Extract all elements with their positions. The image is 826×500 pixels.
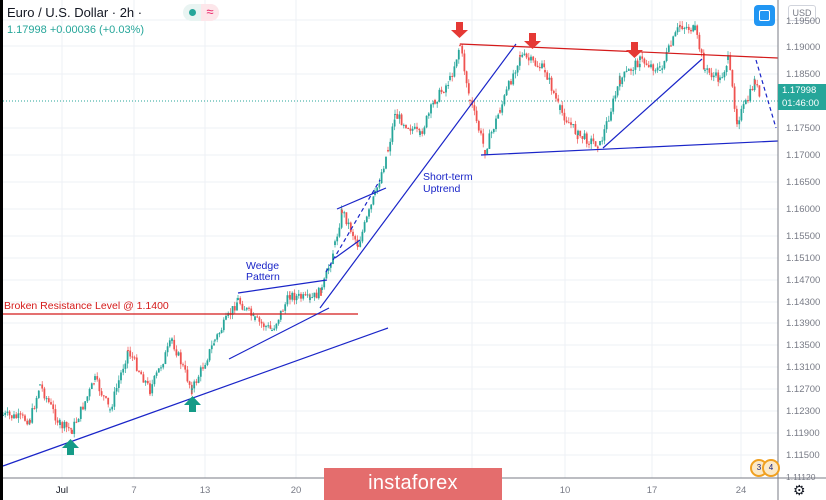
price-label: 1.17000 (786, 150, 821, 161)
price-label: 1.12700 (786, 384, 821, 395)
uptrend-annotation-line2: Uptrend (423, 183, 461, 195)
time-label: 20 (290, 485, 302, 496)
wedge-annotation-line1: Wedge (246, 260, 280, 272)
sell-arrow-icon (451, 22, 468, 38)
time-label: 10 (559, 485, 571, 496)
bar-countdown-tag: 01:46:00 (778, 97, 826, 110)
buy-arrow-icon (62, 439, 79, 455)
candles (2, 21, 761, 438)
time-label: 24 (735, 485, 747, 496)
short-term-uptrend-line (319, 43, 517, 309)
fullscreen-icon (759, 10, 770, 21)
price-label: 1.11500 (786, 450, 820, 461)
symbol-title[interactable]: Euro / U.S. Dollar · 2h · (7, 5, 143, 20)
price-label: 1.17500 (786, 123, 821, 134)
fullscreen-button[interactable] (754, 5, 775, 26)
flag-lower-line (334, 239, 361, 259)
price-label: 1.11120 (786, 472, 816, 482)
status-pill[interactable]: ≈ (183, 4, 219, 21)
price-label: 1.14700 (786, 275, 821, 286)
current-price-tag: 1.17998 (778, 84, 826, 97)
uptrend-annotation-line1: Short-term (423, 171, 473, 183)
price-label: 1.13500 (786, 340, 821, 351)
price-label: 1.18500 (786, 69, 821, 80)
price-label: 1.12300 (786, 406, 821, 417)
resistance-annotation: Broken Resistance Level @ 1.1400 (4, 300, 169, 312)
currency-label[interactable]: USD (788, 5, 816, 21)
time-label: 7 (131, 485, 137, 496)
channel-resistance-line (459, 43, 779, 59)
price-label: 1.15500 (786, 231, 821, 242)
quote-line: 1.17998 +0.00036 (+0.03%) (7, 24, 145, 36)
market-open-dot-icon (189, 9, 196, 16)
time-label: Jul (55, 485, 69, 496)
channel-support-line (480, 140, 779, 156)
price-label: 1.16500 (786, 177, 821, 188)
long-term-trendline (2, 327, 389, 467)
flag-dashed-line (325, 179, 381, 273)
price-label: 1.15100 (786, 253, 821, 264)
wedge-upper-line (237, 279, 328, 294)
grid (0, 0, 778, 478)
price-label: 1.11900 (786, 428, 820, 439)
sell-arrow-icon (626, 42, 643, 58)
wave-icon: ≈ (201, 4, 219, 21)
price-label: 1.13100 (786, 362, 821, 373)
settings-gear-icon[interactable]: ⚙ (793, 482, 806, 498)
price-label: 1.16000 (786, 204, 821, 215)
event-flag-icon[interactable]: 4 (762, 459, 780, 477)
wedge-annotation-line2: Pattern (246, 271, 280, 283)
price-label: 1.19000 (786, 42, 821, 53)
channel-inner-uptrend-line (602, 58, 703, 149)
left-edge (0, 0, 3, 500)
time-label: 13 (199, 485, 211, 496)
flag-upper-line (336, 187, 387, 210)
price-label: 1.13900 (786, 318, 821, 329)
sell-arrow-icon (524, 33, 541, 49)
wedge-lower-line (228, 307, 330, 360)
buy-arrow-icon (184, 396, 201, 412)
price-label: 1.14300 (786, 297, 821, 308)
time-label: 17 (646, 485, 658, 496)
instaforex-watermark: instaforex (324, 468, 502, 500)
price-label: 1.19500 (786, 16, 821, 27)
projection-dashed-line (755, 59, 777, 129)
